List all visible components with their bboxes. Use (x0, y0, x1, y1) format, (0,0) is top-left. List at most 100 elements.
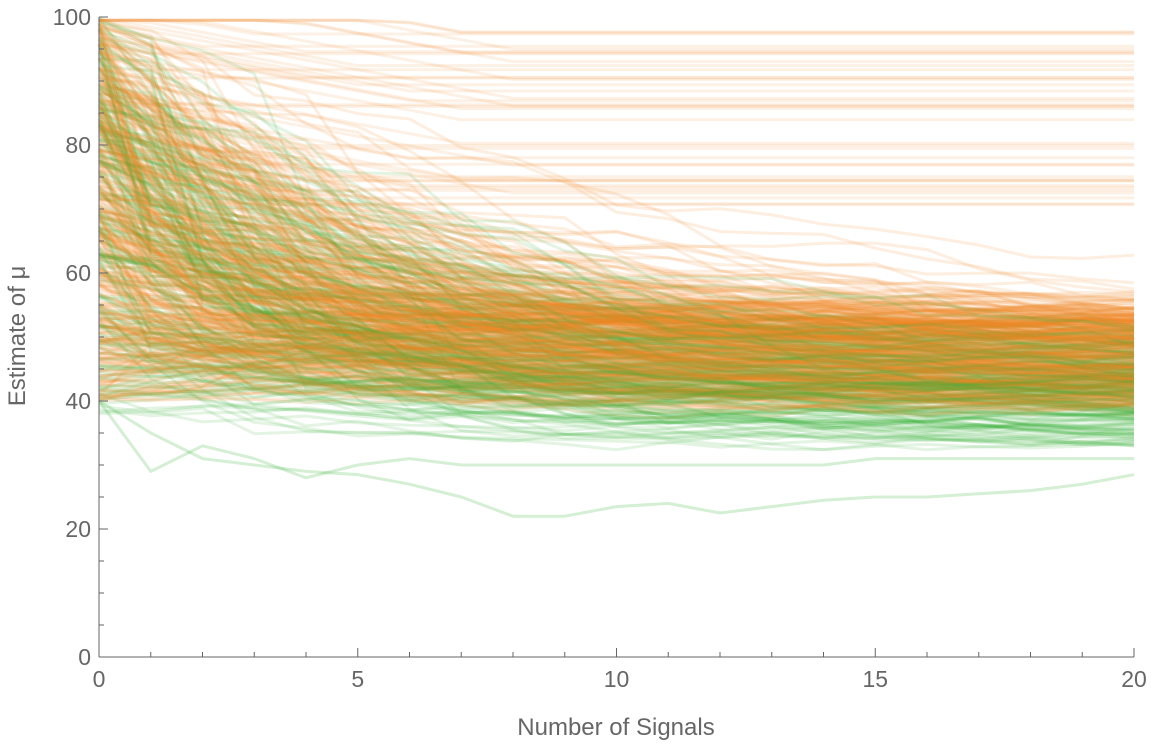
series-line-orange-48 (98, 241, 1135, 402)
series-line-orange-213 (98, 325, 1135, 409)
series-line-green-13 (98, 370, 1135, 397)
series-line-orange-211 (97, 57, 1135, 331)
series-line-orange-87 (98, 102, 1135, 365)
series-line-green-199 (97, 248, 1135, 395)
series-line-orange-57 (97, 28, 1135, 347)
series-line-orange-214 (97, 131, 1135, 308)
series-line-green-9 (98, 392, 1135, 436)
series-line-orange-153 (98, 229, 1135, 328)
series-line-orange-142 (98, 191, 1135, 359)
series-line-orange-66 (98, 228, 1135, 339)
series-line-green-101 (98, 375, 1135, 395)
series-line-orange-295 (98, 309, 1135, 369)
series-line-green-63 (97, 46, 1135, 414)
series-line-green-143 (98, 193, 1135, 356)
series-line-orange-55 (98, 250, 1135, 357)
series-line-orange-143 (98, 317, 1135, 355)
series-line-green-69 (97, 260, 1135, 422)
series-line-orange-109 (97, 215, 1135, 372)
series-line-orange-173 (98, 301, 1135, 326)
series-line-orange-124 (98, 254, 1135, 343)
series-line-orange-289 (98, 320, 1135, 408)
series-line-orange-343 (98, 238, 1135, 387)
series-line-orange-85 (98, 313, 1135, 345)
series-line-orange-14 (98, 332, 1135, 361)
series-line-orange-177 (97, 33, 1135, 405)
series-line-orange-238 (98, 213, 1135, 349)
series-line-orange-12 (98, 347, 1135, 373)
series-line-orange-197 (97, 110, 1135, 397)
series-line-orange-291 (98, 248, 1135, 413)
series-line-green-99 (98, 213, 1135, 393)
series-line-orange-255 (98, 233, 1135, 391)
series-line-orange-74 (98, 354, 1135, 389)
series-line-orange-275 (98, 104, 1135, 375)
series-line-green-114 (98, 174, 1135, 417)
series-line-green-64 (98, 42, 1135, 362)
series-line-orange-139 (97, 66, 1135, 368)
series-line-orange-101 (97, 56, 1135, 317)
series-line-orange-92 (98, 231, 1135, 362)
series-line-orange-78 (97, 181, 1135, 346)
series-line-orange-246 (98, 330, 1135, 403)
series-line-orange-43 (97, 129, 1135, 330)
series-line-green-5 (98, 323, 1135, 411)
series-line-orange-135 (98, 126, 1135, 296)
series-line-orange-plateau-16 (98, 86, 1134, 167)
series-line-orange-plateau-2 (98, 18, 1134, 54)
series-line-orange-233 (98, 332, 1135, 352)
series-line-green-50 (98, 339, 1135, 420)
series-line-green-12 (98, 161, 1135, 358)
series-line-green-174 (98, 363, 1135, 391)
series-line-orange-367 (97, 217, 1135, 403)
series-line-orange-192 (98, 257, 1135, 371)
series-line-green-123 (97, 95, 1135, 363)
series-line-green-165 (98, 18, 1135, 382)
series-line-green-129 (97, 39, 1135, 444)
series-line-green-135 (97, 99, 1135, 430)
series-line-green-77 (98, 179, 1135, 370)
series-line-orange-188 (98, 234, 1135, 377)
series-line-green-169 (98, 324, 1135, 433)
series-line-green-127 (98, 218, 1135, 448)
series-line-green-7 (97, 91, 1135, 375)
series-line-orange-315 (97, 305, 1135, 412)
series-line-green-134 (98, 204, 1135, 407)
series-line-orange-172 (98, 130, 1135, 346)
series-line-orange-325 (98, 22, 1135, 361)
series-line-orange-plateau-24 (99, 18, 1134, 35)
series-line-green-4 (98, 150, 1135, 368)
series-line-green-54 (97, 29, 1135, 413)
series-line-green-87 (98, 234, 1135, 420)
series-line-orange-300 (98, 179, 1135, 347)
series-line-orange-29 (98, 158, 1135, 317)
series-line-orange-205 (98, 320, 1135, 335)
series-line-orange-plateau-0 (98, 98, 1134, 160)
series-line-orange-156 (98, 244, 1134, 327)
series-line-orange-352 (98, 316, 1135, 341)
series-line-orange-340 (98, 386, 1135, 406)
series-line-orange-159 (98, 324, 1135, 370)
series-line-orange-185 (98, 310, 1135, 373)
series-line-orange-plateau-19 (98, 111, 1134, 182)
series-line-orange-337 (98, 71, 1135, 392)
series-line-green-76 (98, 246, 1135, 346)
series-line-green-110 (97, 188, 1135, 419)
series-line-orange-129 (98, 21, 1135, 378)
series-line-orange-381 (98, 217, 1135, 327)
series-line-orange-plateau-26 (99, 18, 1134, 55)
series-line-orange-284 (98, 316, 1135, 373)
series-line-green-150 (98, 148, 1134, 405)
series-line-orange-296 (97, 187, 1135, 342)
series-line-orange-8 (98, 220, 1135, 340)
series-line-green-146 (98, 185, 1135, 393)
series-line-orange-63 (98, 347, 1135, 379)
series-line-orange-273 (98, 329, 1135, 376)
series-line-green-28 (98, 139, 1135, 353)
series-line-orange-290 (98, 322, 1135, 350)
series-line-orange-241 (98, 207, 1135, 327)
series-line-orange-339 (97, 38, 1135, 403)
series-line-orange-155 (98, 91, 1135, 365)
series-line-green-66 (98, 382, 1135, 409)
series-line-orange-313 (98, 331, 1134, 360)
